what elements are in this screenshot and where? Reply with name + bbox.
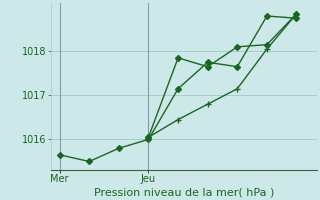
X-axis label: Pression niveau de la mer( hPa ): Pression niveau de la mer( hPa ) bbox=[94, 187, 274, 197]
